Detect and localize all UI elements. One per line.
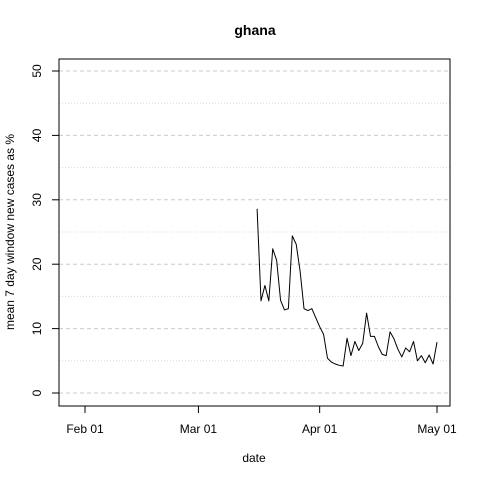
x-tick-label: Mar 01 — [180, 422, 218, 436]
y-tick-label: 0 — [30, 389, 44, 396]
y-axis: 0 10 20 30 40 50 — [30, 64, 59, 396]
x-axis-label: date — [242, 451, 266, 465]
y-tick-label: 10 — [30, 322, 44, 336]
y-tick-label: 40 — [30, 128, 44, 142]
y-tick-label: 30 — [30, 193, 44, 207]
grid-lines — [59, 70, 450, 394]
series-group — [256, 208, 438, 367]
y-tick-label: 20 — [30, 257, 44, 271]
chart-title: ghana — [234, 22, 275, 38]
series-line — [256, 208, 438, 367]
plot-frame — [58, 58, 451, 407]
x-tick-label: Apr 01 — [302, 422, 338, 436]
x-tick-label: Feb 01 — [66, 422, 104, 436]
x-axis: Feb 01 Mar 01 Apr 01 May 01 — [66, 406, 457, 436]
y-axis-label: mean 7 day window new cases as % — [3, 134, 17, 330]
y-tick-label: 50 — [30, 64, 44, 78]
x-tick-label: May 01 — [417, 422, 457, 436]
